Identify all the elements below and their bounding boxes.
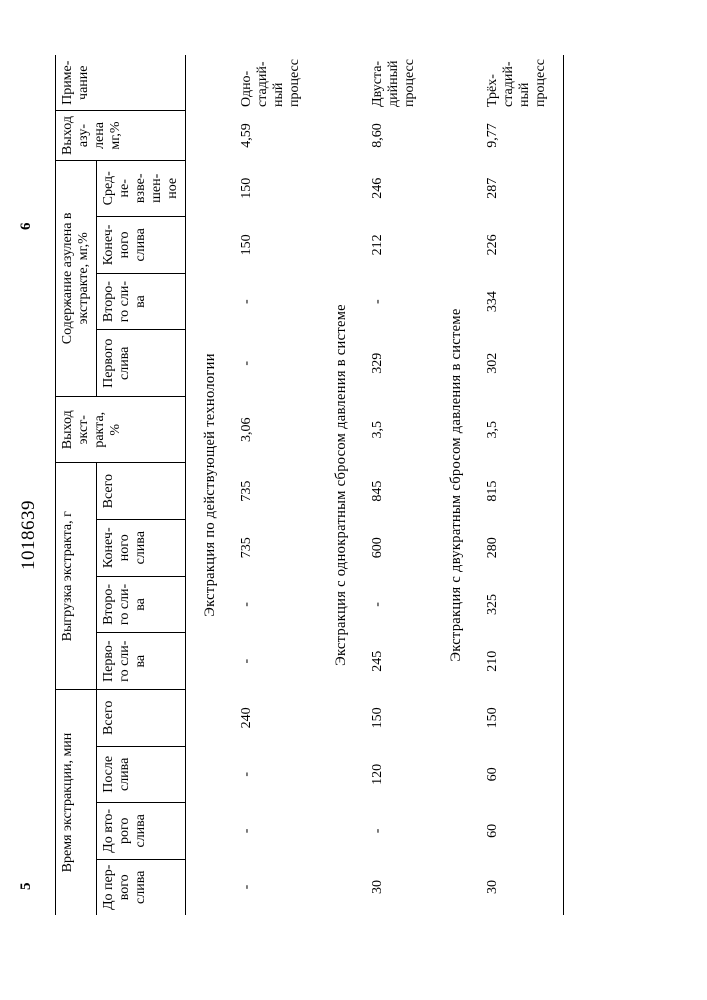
hdr-az-2: Конеч- ного слива xyxy=(97,217,186,274)
table-cell: - xyxy=(229,576,317,633)
table-cell: 30 xyxy=(360,859,432,915)
hdr-unload-3: Всего xyxy=(97,463,186,519)
table-cell: - xyxy=(229,330,317,397)
table-cell: 815 xyxy=(475,463,563,519)
table-cell: - xyxy=(229,859,317,915)
table-cell: 245 xyxy=(360,633,432,690)
table-cell: 735 xyxy=(229,519,317,576)
hdr-time-0: До пер- вого слива xyxy=(97,859,186,915)
table-cell: - xyxy=(229,273,317,330)
section-title: Экстракция с двукратным сбросом давления… xyxy=(432,55,475,915)
hdr-azulene-group: Содержание азулена в экстракте, мг,% xyxy=(56,160,97,397)
table-cell: Двуста- дийный процесс xyxy=(360,55,432,111)
hdr-time-3: Всего xyxy=(97,690,186,746)
hdr-az-1: Второ- го сли- ва xyxy=(97,273,186,330)
table-cell: 302 xyxy=(475,330,563,397)
table-cell: 210 xyxy=(475,633,563,690)
table-cell: - xyxy=(229,803,317,859)
table-cell: 287 xyxy=(475,160,563,216)
table-cell: 3,06 xyxy=(229,397,317,463)
page-col-left: 5 xyxy=(18,883,35,891)
hdr-yield-azulene: Выход азу- лена мг,% xyxy=(56,111,186,160)
table-cell: Трёх- стадий- ный процесс xyxy=(475,55,563,111)
hdr-time-group: Время экстракции, мин xyxy=(56,690,97,915)
table-cell: 226 xyxy=(475,217,563,274)
table-cell: 9,77 xyxy=(475,111,563,160)
hdr-unload-1: Второ- го сли- ва xyxy=(97,576,186,633)
table-cell: 240 xyxy=(229,690,317,746)
table-cell: 280 xyxy=(475,519,563,576)
table-cell: - xyxy=(360,576,432,633)
table-cell: 845 xyxy=(360,463,432,519)
extraction-table: Время экстракции, мин Выгрузка экстракта… xyxy=(55,55,564,915)
table-cell: 246 xyxy=(360,160,432,216)
table-cell: 150 xyxy=(229,160,317,216)
table-cell: 3,5 xyxy=(475,397,563,463)
table-cell: 325 xyxy=(475,576,563,633)
table-cell: 150 xyxy=(229,217,317,274)
document-number: 1018639 xyxy=(18,500,40,570)
section-title: Экстракция с однократным сбросом давлени… xyxy=(317,55,360,915)
table-cell: 150 xyxy=(475,690,563,746)
hdr-time-1: До вто- рого слива xyxy=(97,803,186,859)
table-cell: - xyxy=(360,273,432,330)
table-cell: 3,5 xyxy=(360,397,432,463)
hdr-yield-extract: Выход экст- ракта, % xyxy=(56,397,186,463)
table-cell: 212 xyxy=(360,217,432,274)
table-cell: 60 xyxy=(475,803,563,859)
table-body: Экстракция по действующей технологии---2… xyxy=(186,55,564,915)
hdr-az-0: Первого слива xyxy=(97,330,186,397)
table-cell: - xyxy=(229,746,317,803)
table-cell: - xyxy=(229,633,317,690)
page-col-right: 6 xyxy=(18,223,35,231)
hdr-note: Приме- чание xyxy=(56,55,186,111)
table-cell: 60 xyxy=(475,746,563,803)
table-cell: Одно- стадий- ный процесс xyxy=(229,55,317,111)
table-cell: 30 xyxy=(475,859,563,915)
table-cell: - xyxy=(360,803,432,859)
table-cell: 329 xyxy=(360,330,432,397)
table-cell: 8,60 xyxy=(360,111,432,160)
table-cell: 735 xyxy=(229,463,317,519)
hdr-unload-0: Перво- го сли- ва xyxy=(97,633,186,690)
section-title: Экстракция по действующей технологии xyxy=(186,55,230,915)
table-cell: 150 xyxy=(360,690,432,746)
table-cell: 4,59 xyxy=(229,111,317,160)
hdr-unload-2: Конеч- ного слива xyxy=(97,519,186,576)
table-cell: 600 xyxy=(360,519,432,576)
hdr-time-2: После слива xyxy=(97,746,186,803)
hdr-unload-group: Выгрузка экстракта, г xyxy=(56,463,97,690)
table-cell: 334 xyxy=(475,273,563,330)
hdr-az-3: Сред- не- взве- шен- ное xyxy=(97,160,186,216)
table-cell: 120 xyxy=(360,746,432,803)
